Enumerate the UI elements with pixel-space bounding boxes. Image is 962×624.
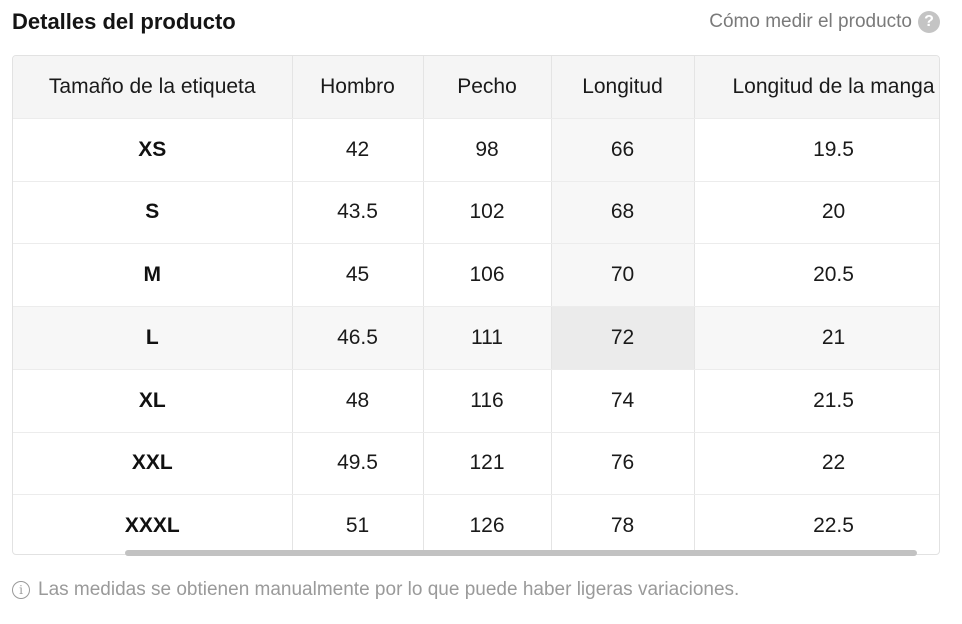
shoulder-cell: 45	[292, 243, 424, 307]
page-title: Detalles del producto	[12, 9, 236, 34]
sleeve-length-cell: 20	[694, 181, 939, 245]
sleeve-length-cell: 20.5	[694, 243, 939, 307]
size-cell: XXXL	[13, 494, 293, 554]
size-table: Tamaño de la etiqueta Hombro Pecho Longi…	[13, 56, 939, 554]
size-cell: M	[13, 243, 293, 307]
shoulder-cell: 43.5	[292, 181, 424, 245]
table-row: XL 48 116 74 21.5	[13, 369, 939, 433]
chest-cell: 111	[423, 306, 552, 370]
sleeve-length-cell: 21.5	[694, 369, 939, 433]
length-cell: 66	[551, 118, 695, 182]
column-header: Longitud	[551, 56, 695, 119]
size-cell: XXL	[13, 432, 293, 496]
length-cell: 70	[551, 243, 695, 307]
how-to-measure-link[interactable]: Cómo medir el producto ?	[709, 8, 940, 36]
table-row: XXL 49.5 121 76 22	[13, 432, 939, 496]
table-row: XS 42 98 66 19.5	[13, 118, 939, 182]
measurement-note-text: Las medidas se obtienen manualmente por …	[38, 579, 740, 600]
measurement-note: i Las medidas se obtienen manualmente po…	[12, 578, 739, 602]
sleeve-length-cell: 22.5	[694, 494, 939, 554]
table-row: M 45 106 70 20.5	[13, 243, 939, 307]
chest-cell: 126	[423, 494, 552, 554]
size-cell: XS	[13, 118, 293, 182]
chest-cell: 121	[423, 432, 552, 496]
chest-cell: 98	[423, 118, 552, 182]
column-header: Longitud de la manga	[694, 56, 939, 119]
table-header-row: Tamaño de la etiqueta Hombro Pecho Longi…	[13, 56, 939, 119]
length-cell-highlighted: 72	[551, 306, 695, 370]
length-cell: 68	[551, 181, 695, 245]
shoulder-cell: 51	[292, 494, 424, 554]
chest-cell: 106	[423, 243, 552, 307]
sleeve-length-cell: 19.5	[694, 118, 939, 182]
size-table-container: Tamaño de la etiqueta Hombro Pecho Longi…	[12, 55, 940, 555]
column-header: Hombro	[292, 56, 424, 119]
length-cell: 74	[551, 369, 695, 433]
shoulder-cell: 42	[292, 118, 424, 182]
chest-cell: 102	[423, 181, 552, 245]
table-row: S 43.5 102 68 20	[13, 181, 939, 245]
size-cell: L	[13, 306, 293, 370]
horizontal-scrollbar[interactable]	[125, 550, 917, 556]
length-cell: 78	[551, 494, 695, 554]
column-header: Tamaño de la etiqueta	[13, 56, 293, 119]
shoulder-cell: 49.5	[292, 432, 424, 496]
table-row: XXXL 51 126 78 22.5	[13, 494, 939, 554]
sleeve-length-cell: 21	[694, 306, 939, 370]
shoulder-cell: 48	[292, 369, 424, 433]
size-cell: S	[13, 181, 293, 245]
how-to-measure-label[interactable]: Cómo medir el producto	[709, 11, 912, 32]
length-cell: 76	[551, 432, 695, 496]
shoulder-cell: 46.5	[292, 306, 424, 370]
product-details-header: Detalles del producto Cómo medir el prod…	[12, 8, 940, 36]
sleeve-length-cell: 22	[694, 432, 939, 496]
question-circle-icon[interactable]: ?	[918, 11, 940, 33]
size-cell: XL	[13, 369, 293, 433]
info-circle-icon: i	[12, 581, 30, 599]
table-row: L 46.5 111 72 21	[13, 306, 939, 370]
chest-cell: 116	[423, 369, 552, 433]
column-header: Pecho	[423, 56, 552, 119]
